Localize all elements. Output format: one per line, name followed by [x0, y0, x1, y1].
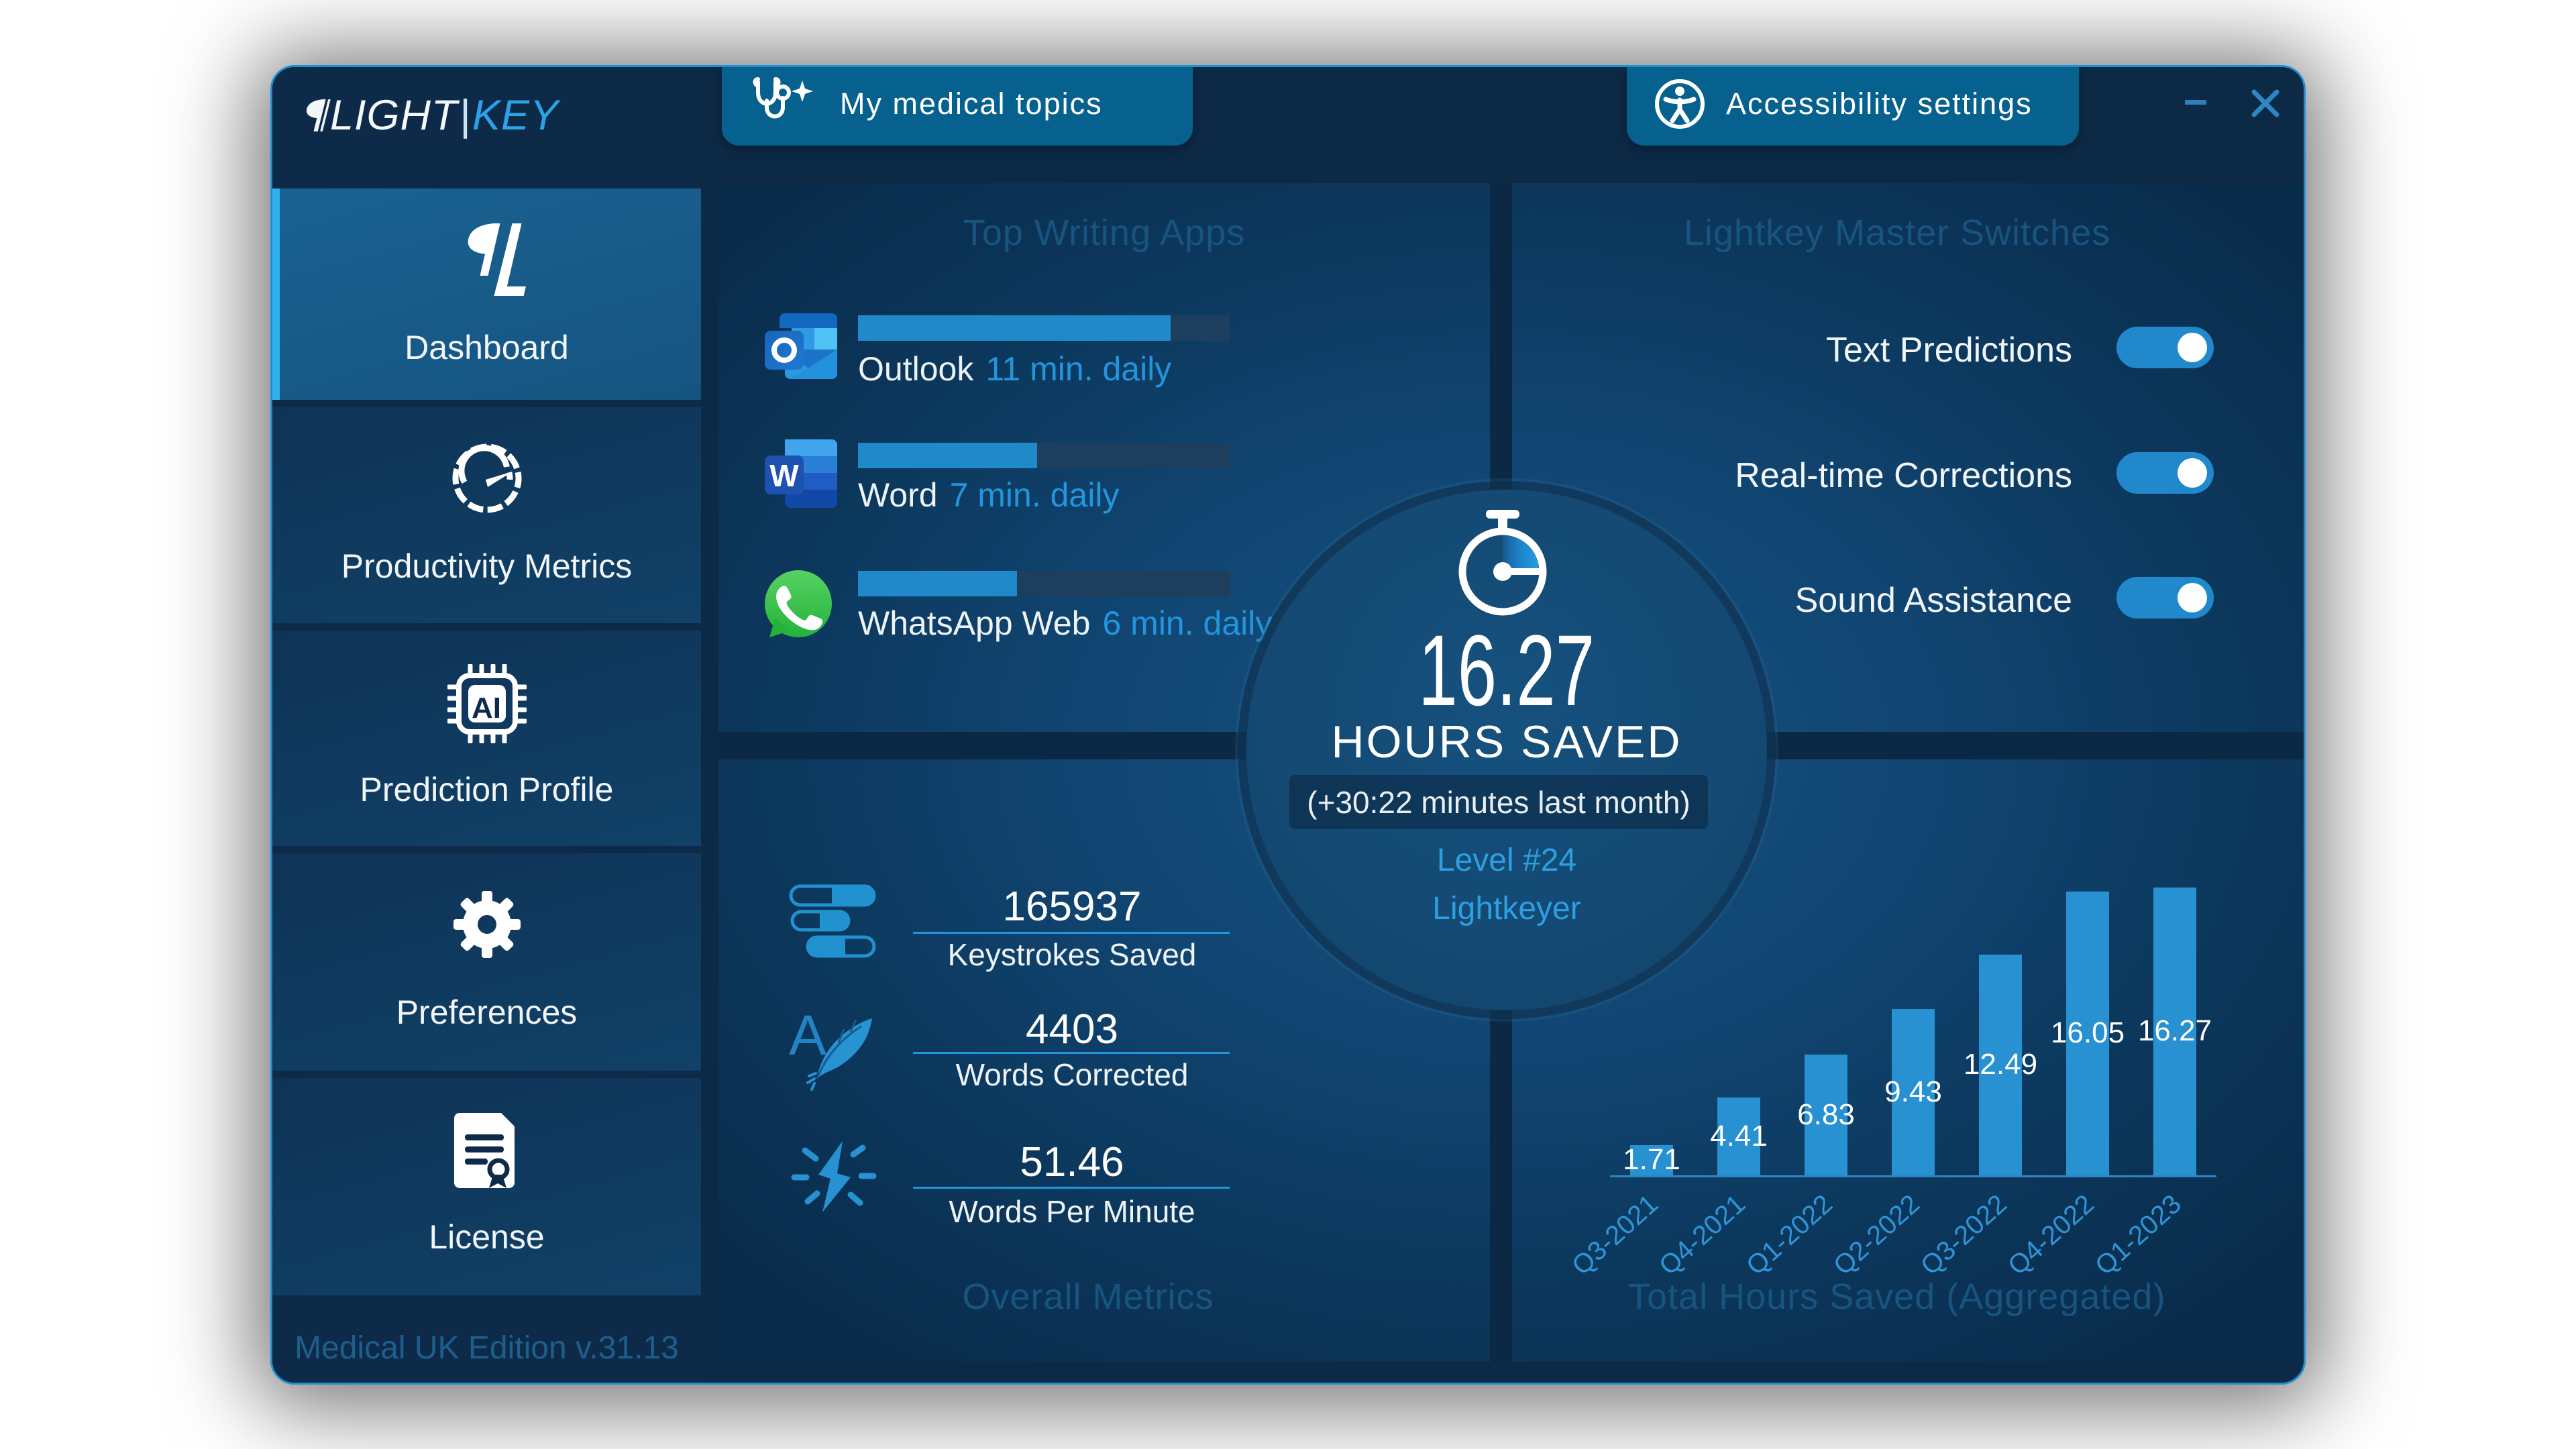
svg-text:W: W	[769, 458, 799, 493]
svg-text:A: A	[789, 1004, 826, 1067]
svg-text:AI: AI	[472, 692, 501, 724]
